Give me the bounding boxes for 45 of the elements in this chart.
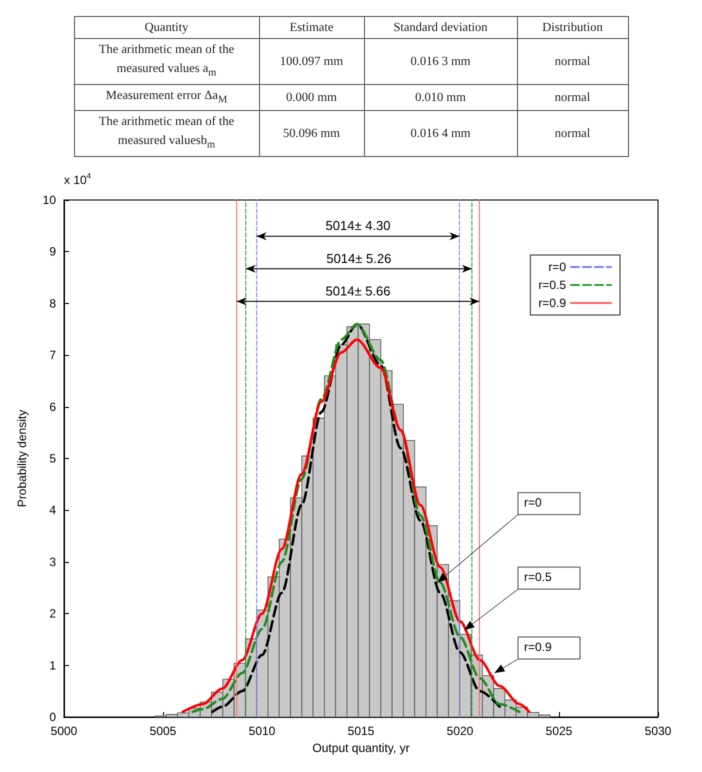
- text: 50.096 mm: [283, 126, 340, 140]
- category-label: Quantity: [74, 16, 259, 38]
- x-axis-title: Output quantity, yr: [312, 741, 410, 755]
- y-tick-label: 1: [49, 658, 56, 672]
- y-tick-label: 2: [49, 606, 56, 621]
- y-tick-label: 7: [49, 348, 56, 362]
- text: normal: [554, 90, 590, 104]
- text: 0.016 3 mm: [410, 54, 471, 68]
- legend-label: r=0.9: [538, 296, 566, 310]
- y-tick-label: 3: [49, 554, 56, 569]
- category-label: Standard deviation: [364, 16, 517, 38]
- x-tick-label: 5015: [348, 724, 375, 738]
- category-label: Estimate: [259, 16, 364, 38]
- text: normal: [554, 126, 590, 140]
- text: 100.097 mm: [280, 54, 344, 68]
- annotation: 5014± 5.26: [326, 250, 392, 266]
- y-tick-label: 8: [49, 296, 56, 310]
- category-label: The arithmetic mean of the measured valuesb$_{m}$: [98, 114, 234, 150]
- x-tick-label: 5000: [50, 724, 78, 738]
- annotation: r=0.5: [524, 570, 552, 584]
- text: normal: [554, 54, 590, 68]
- x-tick-label: 5025: [546, 724, 573, 738]
- text: 0.016 4 mm: [410, 126, 471, 140]
- y-tick-label: 5: [49, 452, 56, 466]
- annotation: 5014± 4.30: [326, 218, 391, 234]
- x-tick-label: 5005: [150, 724, 177, 738]
- text: 0.010 mm: [415, 90, 466, 104]
- annotation: r=0: [524, 496, 542, 510]
- category-label: The arithmetic mean of the measured values a$_{m}$: [98, 42, 234, 78]
- text: 0.000 mm: [286, 90, 337, 104]
- legend-label: r=0: [548, 260, 566, 274]
- y-tick-label: 10: [42, 193, 56, 207]
- legend-label: r=0.5: [538, 278, 566, 292]
- category-label: Distribution: [517, 16, 628, 38]
- x-tick-label: 5030: [644, 724, 672, 738]
- annotation: 5014± 5.66: [326, 283, 391, 298]
- y-tick-label: 0: [49, 710, 56, 724]
- y-tick-label: 6: [49, 400, 56, 414]
- x-tick-label: 5010: [248, 724, 276, 738]
- annotation: r=0.9: [524, 640, 552, 654]
- y-tick-label: 9: [49, 244, 56, 259]
- y-axis-title: Probability density: [15, 410, 29, 508]
- x-tick-label: 5020: [446, 724, 474, 738]
- y-tick-label: 4: [49, 503, 56, 518]
- category-label: Measurement error Δa$_{M}$: [106, 88, 228, 105]
